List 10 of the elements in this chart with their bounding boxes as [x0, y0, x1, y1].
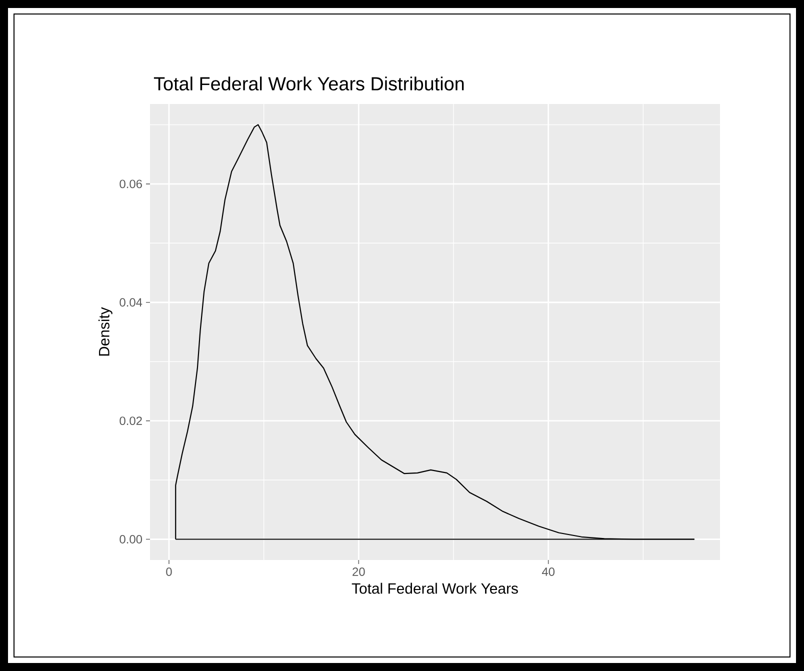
- x-axis-title: Total Federal Work Years: [352, 582, 518, 594]
- y-tick-label: 0.04: [120, 298, 142, 307]
- y-tick-label: 0.06: [120, 180, 142, 188]
- y-axis-title: Density: [98, 307, 112, 356]
- y-tick-label: 0.02: [120, 416, 142, 426]
- x-tick-label: 40: [542, 568, 555, 576]
- chart-title: Total Federal Work Years Distribution: [154, 76, 464, 90]
- y-tick-label: 0.00: [120, 535, 142, 544]
- x-tick-label: 20: [352, 568, 365, 576]
- x-tick-label: 0: [166, 568, 172, 576]
